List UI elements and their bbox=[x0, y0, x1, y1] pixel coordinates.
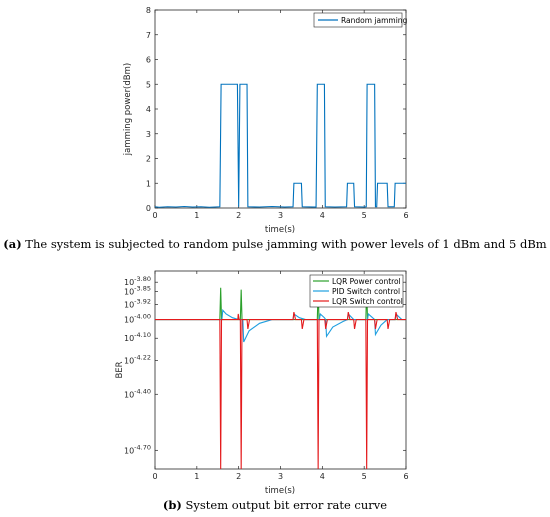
caption-b: (b) System output bit error rate curve bbox=[163, 498, 387, 512]
x-tick-label: 1 bbox=[194, 211, 199, 220]
legend-a: Random jamming bbox=[313, 12, 408, 28]
ylabel-a: jamming power(dBm) bbox=[123, 63, 133, 156]
xlabel-a: time(s) bbox=[265, 225, 295, 235]
series-lqr-switch-control-line bbox=[155, 311, 406, 470]
x-tick-label: 4 bbox=[320, 472, 325, 481]
y-tick-exponent: -4.00 bbox=[134, 313, 151, 321]
y-tick-base: 10 bbox=[124, 390, 134, 399]
caption-a-prefix: (a) bbox=[3, 237, 21, 251]
y-tick-label: 5 bbox=[146, 80, 151, 89]
legend-b: LQR Power control PID Switch control LQR… bbox=[309, 274, 404, 308]
x-tick-label: 6 bbox=[403, 472, 408, 481]
x-tick-label: 2 bbox=[236, 472, 241, 481]
y-tick-label: 10-3.85 bbox=[124, 285, 151, 297]
y-tick-label: 2 bbox=[146, 155, 151, 164]
legend-label-lqr-switch-control: LQR Switch control bbox=[332, 297, 403, 306]
x-tick-label: 5 bbox=[362, 472, 367, 481]
y-tick-exponent: -4.70 bbox=[134, 443, 151, 451]
y-tick-label: 10-4.22 bbox=[124, 354, 151, 366]
y-tick-label: 0 bbox=[146, 204, 151, 213]
chart-jamming-power: 0 1 2 3 4 5 6 0 1 2 3 4 5 6 7 8 time(s) jamming power(d… bbox=[123, 6, 409, 235]
x-tick-label: 0 bbox=[152, 211, 157, 220]
x-tick-label: 6 bbox=[403, 211, 408, 220]
y-tick-exponent: -3.80 bbox=[134, 275, 151, 283]
y-tick-base: 10 bbox=[124, 334, 134, 343]
axes-b: 0 1 2 3 4 5 610-3.8010-3.8510-3.9210-4.0010-4.… bbox=[124, 271, 409, 481]
y-tick-base: 10 bbox=[124, 446, 134, 455]
legend-label-random-jamming: Random jamming bbox=[341, 16, 408, 25]
y-tick-exponent: -3.85 bbox=[134, 285, 151, 293]
ylabel-b: BER bbox=[115, 361, 125, 378]
y-tick-label: 10-4.10 bbox=[124, 331, 151, 343]
y-tick-label: 4 bbox=[146, 105, 151, 114]
x-tick-label: 0 bbox=[152, 472, 157, 481]
y-tick-base: 10 bbox=[124, 301, 134, 310]
xlabel-b: time(s) bbox=[265, 486, 295, 496]
caption-b-prefix: (b) bbox=[163, 498, 182, 512]
caption-a-text: The system is subjected to random pulse … bbox=[22, 237, 547, 251]
y-tick-label: 10-4.70 bbox=[124, 443, 151, 455]
legend-box-a bbox=[313, 12, 403, 28]
y-tick-label: 3 bbox=[146, 130, 151, 139]
x-tick-label: 4 bbox=[320, 211, 325, 220]
y-tick-label: 10-4.40 bbox=[124, 387, 151, 399]
y-tick-label: 10-3.80 bbox=[124, 275, 151, 287]
chart-ber: 0 1 2 3 4 5 610-3.8010-3.8510-3.9210-4.0010-4.… bbox=[115, 270, 409, 496]
series-random-jamming-line bbox=[154, 83, 406, 208]
x-tick-label: 3 bbox=[278, 211, 283, 220]
x-tick-label: 2 bbox=[236, 211, 241, 220]
caption-b-text: System output bit error rate curve bbox=[182, 498, 387, 512]
x-tick-label: 3 bbox=[278, 472, 283, 481]
y-tick-label: 6 bbox=[146, 56, 151, 65]
x-tick-label: 5 bbox=[362, 211, 367, 220]
y-tick-exponent: -4.40 bbox=[134, 387, 151, 395]
x-tick-label: 1 bbox=[194, 472, 199, 481]
plot-area-a bbox=[154, 9, 407, 209]
y-tick-label: 10-4.00 bbox=[124, 313, 151, 325]
legend-label-lqr-power-control: LQR Power control bbox=[332, 277, 401, 286]
y-tick-exponent: -3.92 bbox=[134, 298, 151, 306]
legend-label-pid-switch-control: PID Switch control bbox=[332, 287, 400, 296]
y-tick-label: 8 bbox=[146, 6, 151, 15]
y-tick-label: 7 bbox=[146, 31, 151, 40]
y-tick-exponent: -4.22 bbox=[134, 354, 151, 362]
caption-a: (a) The system is subjected to random pu… bbox=[3, 237, 546, 251]
y-tick-base: 10 bbox=[124, 288, 134, 297]
series-pid-switch-control-line bbox=[155, 308, 406, 343]
y-tick-label: 1 bbox=[146, 179, 151, 188]
y-tick-base: 10 bbox=[124, 278, 134, 287]
axes-a: 0 1 2 3 4 5 6 0 1 2 3 4 5 6 7 8 bbox=[146, 6, 409, 220]
y-tick-label: 10-3.92 bbox=[124, 298, 151, 310]
y-tick-base: 10 bbox=[124, 316, 134, 325]
y-tick-exponent: -4.10 bbox=[134, 331, 151, 339]
y-tick-base: 10 bbox=[124, 357, 134, 366]
